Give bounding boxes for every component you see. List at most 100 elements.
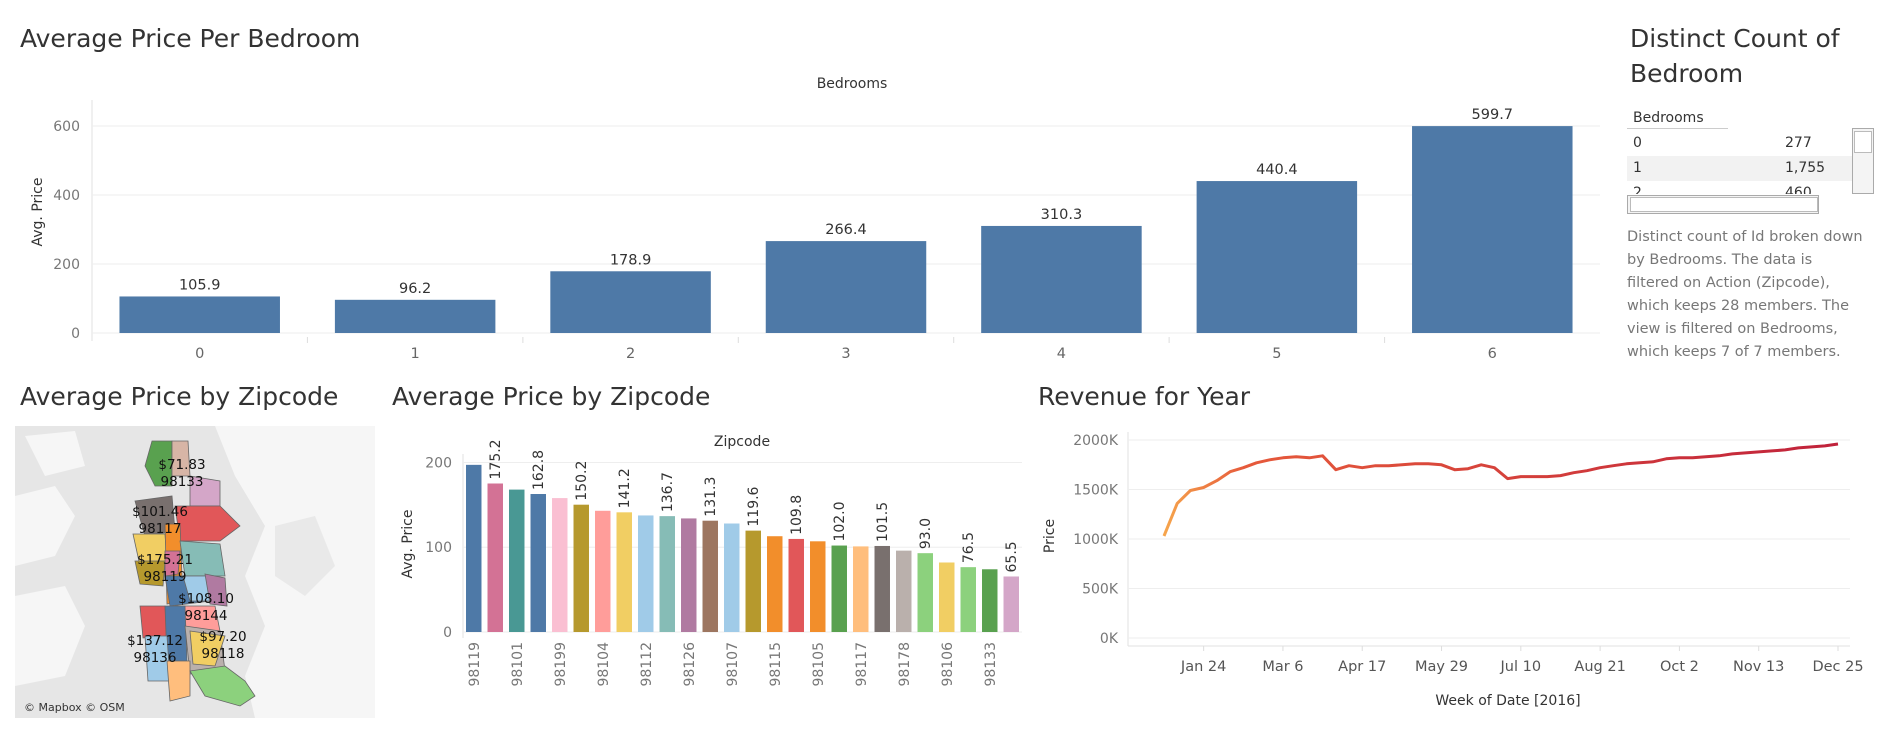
bedroom-bar[interactable] [981, 225, 1142, 333]
zip-bar[interactable] [573, 504, 589, 632]
revenue-x-tick-label: May 29 [1415, 659, 1468, 675]
bedroom-value-label: 599.7 [1472, 107, 1514, 123]
bedroom-x-tick-label: 6 [1488, 346, 1497, 360]
zip-value-label: 150.2 [574, 461, 590, 501]
bedroom-value: 2 [1633, 185, 1642, 194]
zip-bar[interactable] [767, 536, 783, 632]
revenue-y-tick-label: 500K [1082, 582, 1119, 598]
revenue-x-tick-label: Jan 24 [1180, 659, 1226, 675]
bedroom-y-axis-label: Avg. Price [30, 178, 46, 247]
revenue-x-tick-label: Aug 21 [1574, 659, 1625, 675]
zip-bar[interactable] [982, 569, 998, 632]
bedroom-bar[interactable] [1196, 181, 1358, 333]
zip-x-tick-label: 98133 [983, 642, 999, 687]
zip-bar[interactable] [487, 483, 503, 632]
bedroom-bar[interactable] [765, 241, 927, 333]
zip-axis-header: Zipcode [714, 434, 770, 450]
zip-bar[interactable] [939, 562, 955, 632]
bedroom-x-tick-label: 3 [841, 346, 850, 360]
revenue-x-tick-label: Dec 25 [1812, 659, 1863, 675]
bedroom-bars[interactable] [119, 126, 1573, 333]
zip-bars[interactable] [466, 464, 1019, 632]
map-price-label: $97.20 [199, 629, 246, 645]
zip-bar[interactable] [509, 489, 525, 632]
zipcode-regions[interactable] [132, 440, 256, 707]
zip-bar[interactable] [638, 515, 654, 632]
zip-bar[interactable] [530, 494, 546, 632]
bedroom-count: 460 [1785, 185, 1812, 194]
bedroom-x-tick-label: 5 [1272, 346, 1281, 360]
zip-value-label: 101.5 [875, 502, 891, 542]
bedroom-bar[interactable] [119, 296, 280, 333]
revenue-y-axis-label: Price [1042, 519, 1058, 553]
zip-bar[interactable] [896, 550, 912, 632]
map-zip-label: 98144 [185, 608, 228, 624]
bedroom-bar[interactable] [1412, 126, 1573, 333]
zip-bar[interactable] [810, 541, 826, 632]
zip-bar[interactable] [831, 545, 847, 632]
zip-bar[interactable] [960, 567, 976, 632]
distinct-count-title-line1: Distinct Count of [1630, 24, 1840, 53]
scrollbar-thumb[interactable] [1854, 131, 1872, 153]
zip-x-tick-label: 98117 [854, 642, 870, 687]
zip-value-label: 175.2 [488, 439, 504, 479]
revenue-x-tick-label: Oct 2 [1660, 659, 1699, 675]
bedroom-count: 277 [1785, 135, 1812, 151]
zip-bar[interactable] [724, 523, 740, 632]
zip-bar[interactable] [853, 546, 869, 632]
zip-value-label: 102.0 [832, 501, 848, 541]
distinct-count-row[interactable]: 0 277 [1627, 131, 1852, 156]
distinct-count-row[interactable]: 2 460 [1627, 181, 1852, 194]
hscrollbar-thumb[interactable] [1630, 197, 1818, 212]
table-horizontal-scrollbar[interactable] [1627, 195, 1819, 214]
zip-bar[interactable] [616, 512, 632, 632]
zip-bar[interactable] [552, 498, 568, 632]
map-attribution: © Mapbox © OSM [24, 701, 125, 714]
zip-x-tick-label: 98126 [682, 642, 698, 687]
table-vertical-scrollbar[interactable] [1852, 128, 1874, 194]
revenue-line[interactable] [1162, 442, 1839, 537]
bedroom-y-ticks: 0 200 400 600 [53, 119, 80, 342]
zip-bar[interactable] [595, 510, 611, 632]
zip-x-tick-label: 98112 [639, 642, 655, 687]
zip-value-label: 119.6 [746, 486, 762, 526]
zip-x-tick-label: 98119 [467, 642, 483, 687]
distinct-count-row[interactable]: 1 1,755 [1627, 156, 1852, 181]
zip-x-tick-label: 98199 [553, 642, 569, 687]
map-price-label: $101.46 [132, 504, 188, 520]
bedroom-y-tick-label: 0 [71, 326, 80, 342]
bedroom-y-tick-label: 200 [53, 257, 80, 273]
bedroom-value: 0 [1633, 135, 1642, 151]
bedroom-bar[interactable] [334, 299, 496, 333]
zip-bar[interactable] [681, 518, 697, 632]
zip-value-label: 76.5 [961, 532, 977, 563]
bedroom-x-tick-label: 2 [626, 346, 635, 360]
zip-bar[interactable] [659, 516, 675, 632]
zip-value-labels: 175.2 162.8 150.2 141.2 136.7 131.3 119.6 109.8… [488, 439, 1020, 572]
bedroom-axis-header: Bedrooms [817, 76, 888, 92]
zip-bar[interactable] [917, 553, 933, 632]
revenue-gridlines [1127, 432, 1850, 647]
zip-bar[interactable] [1003, 576, 1019, 632]
bedroom-x-tick-label: 0 [195, 346, 204, 360]
zip-bar[interactable] [874, 545, 890, 632]
bedroom-value-label: 96.2 [399, 281, 431, 297]
zip-bar[interactable] [702, 520, 718, 632]
bedroom-bar[interactable] [550, 271, 711, 333]
zip-y-tick-label: 100 [425, 540, 452, 556]
zip-value-label: 65.5 [1004, 541, 1020, 572]
zip-bar[interactable] [745, 530, 761, 632]
revenue-x-axis-label: Week of Date [2016] [1435, 693, 1580, 709]
distinct-count-table[interactable]: 0 277 1 1,755 2 460 [1627, 131, 1852, 194]
zip-bar[interactable] [466, 464, 482, 632]
revenue-y-tick-label: 2000K [1073, 433, 1119, 449]
zip-y-ticks: 0 100 200 [425, 455, 452, 641]
zip-bar[interactable] [788, 538, 804, 632]
bedroom-value: 1 [1633, 160, 1642, 176]
map-zip-label: 98117 [139, 521, 182, 537]
map-price-label: $137.12 [127, 633, 183, 649]
zip-x-ticks: 98119 98101 98199 98104 98112 98126 98107 98115… [467, 642, 999, 687]
bedroom-value-label: 105.9 [179, 277, 221, 293]
bedroom-value-label: 310.3 [1041, 207, 1083, 223]
